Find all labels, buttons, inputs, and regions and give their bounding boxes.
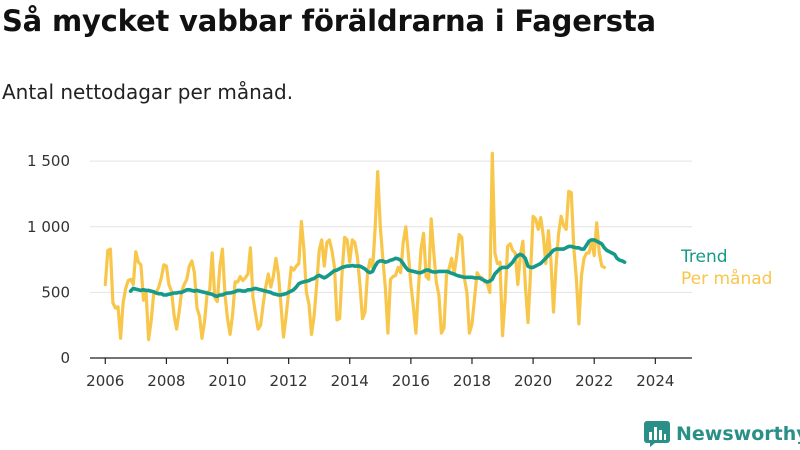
bar-chart-logo-icon [644,421,670,447]
x-tick-label: 2022 [575,372,613,390]
chart-title: Så mycket vabbar föräldrarna i Fagersta [2,4,656,38]
x-tick-label: 2006 [86,372,124,390]
x-tick-label: 2024 [636,372,674,390]
chart-subtitle: Antal nettodagar per månad. [2,80,294,104]
y-tick-label: 1 500 [27,152,70,170]
series-line-trend [128,238,627,299]
x-tick-label: 2018 [453,372,491,390]
x-tick-label: 2014 [331,372,369,390]
legend-label-trend: Trend [680,247,728,267]
x-tick-label: 2016 [392,372,430,390]
series-lines [103,151,627,342]
x-tick-label: 2008 [147,372,185,390]
legend-label-per-manad: Per månad [681,268,772,289]
series-line-per-manad [103,151,606,342]
y-axis-tick-labels: 0 500 1 000 1 500 [27,152,70,367]
y-tick-label: 500 [41,283,70,301]
y-tick-label: 1 000 [27,218,70,236]
x-tick-label: 2010 [208,372,246,390]
grid-lines [90,160,692,293]
x-tick-label: 2020 [514,372,552,390]
brand-logo: Newsworthy [644,420,800,448]
x-axis: 2006 2008 2010 2012 2014 2016 2018 2020 2022 2024 [86,357,692,390]
brand-name: Newsworthy [676,423,800,445]
x-tick-label: 2012 [270,372,308,390]
y-tick-label: 0 [60,349,70,367]
